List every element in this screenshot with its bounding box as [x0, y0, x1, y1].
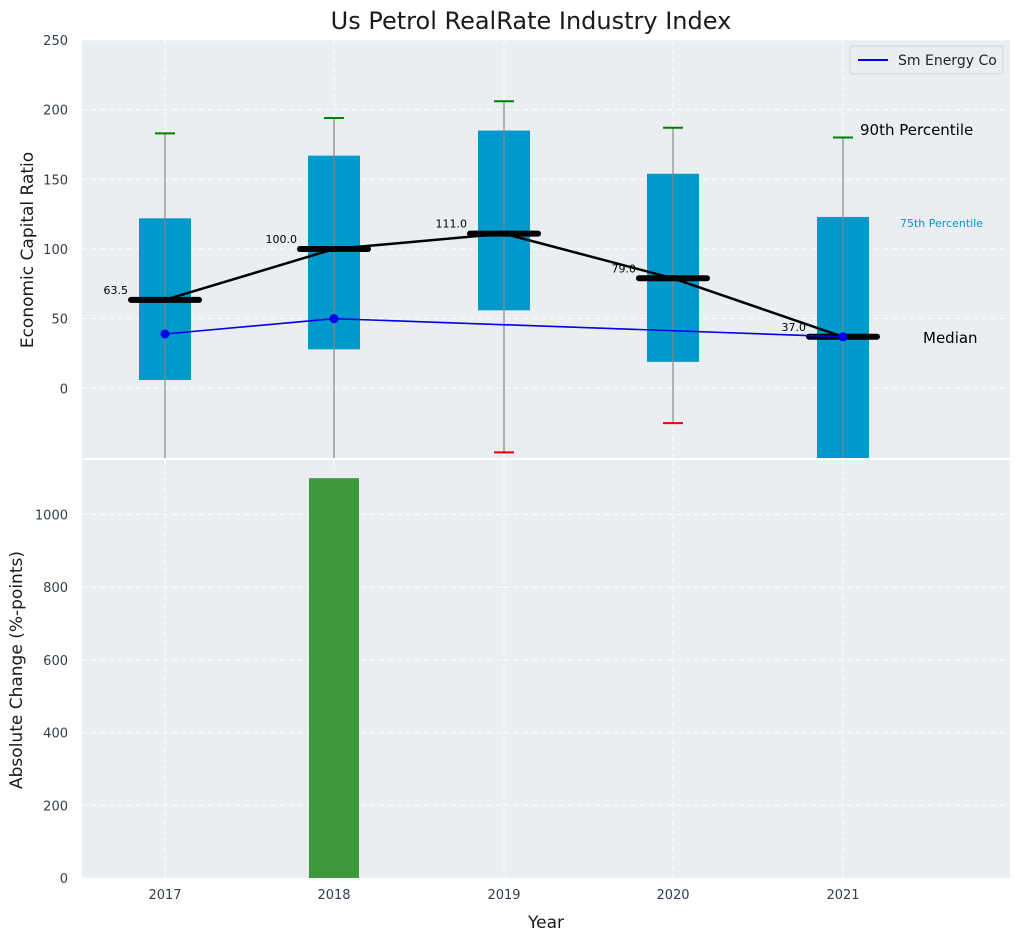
x-tick-label: 2021 — [826, 888, 859, 903]
top-y-tick-label: 150 — [43, 173, 68, 188]
top-y-axis-label: Economic Capital Ratio — [18, 152, 38, 348]
x-tick-label: 2018 — [317, 888, 350, 903]
annotation-p90: 90th Percentile — [860, 121, 973, 139]
median-label-2021: 37.0 — [782, 321, 807, 334]
bottom-y-tick-label: 0 — [60, 872, 68, 887]
annotation-p75: 75th Percentile — [900, 217, 983, 230]
median-label-2020: 79.0 — [612, 262, 637, 275]
bottom-y-tick-label: 600 — [43, 654, 68, 669]
top-panel: 0 50 100 150 200 250 63.5 100.0 111.0 79.0 37.0 — [43, 34, 1010, 458]
top-y-tick-label: 50 — [51, 313, 68, 328]
legend-label-sm-energy: Sm Energy Co — [898, 53, 997, 69]
company-point-2017 — [160, 329, 170, 339]
bottom-panel: 0 200 400 600 800 1000 2017 2018 2019 2020 2021 — [35, 458, 1010, 903]
top-y-tick-label: 250 — [43, 34, 68, 49]
bottom-y-tick-label: 1000 — [35, 509, 68, 524]
bottom-y-tick-label: 800 — [43, 581, 68, 596]
legend-box — [849, 45, 1004, 75]
median-label-2019: 111.0 — [436, 218, 468, 231]
top-y-tick-label: 200 — [43, 104, 68, 119]
x-tick-label: 2017 — [148, 888, 181, 903]
x-axis-label: Year — [527, 913, 564, 933]
x-tick-label: 2020 — [656, 888, 689, 903]
annotation-median: Median — [923, 329, 978, 347]
bottom-y-axis-label: Absolute Change (%-points) — [7, 551, 27, 789]
median-label-2017: 63.5 — [104, 284, 129, 297]
median-label-2018: 100.0 — [266, 233, 298, 246]
bottom-y-tick-label: 400 — [43, 727, 68, 742]
x-tick-label: 2019 — [487, 888, 520, 903]
chart-title: Us Petrol RealRate Industry Index — [331, 7, 732, 35]
legend: Sm Energy Co — [849, 45, 1004, 75]
bar-2018 — [309, 478, 359, 878]
company-point-2018 — [329, 314, 339, 324]
top-y-tick-label: 100 — [43, 243, 68, 258]
bottom-y-tick-label: 200 — [43, 799, 68, 814]
top-y-tick-label: 0 — [60, 382, 68, 397]
bottom-panel-background — [82, 460, 1010, 878]
company-point-2021 — [838, 332, 848, 342]
